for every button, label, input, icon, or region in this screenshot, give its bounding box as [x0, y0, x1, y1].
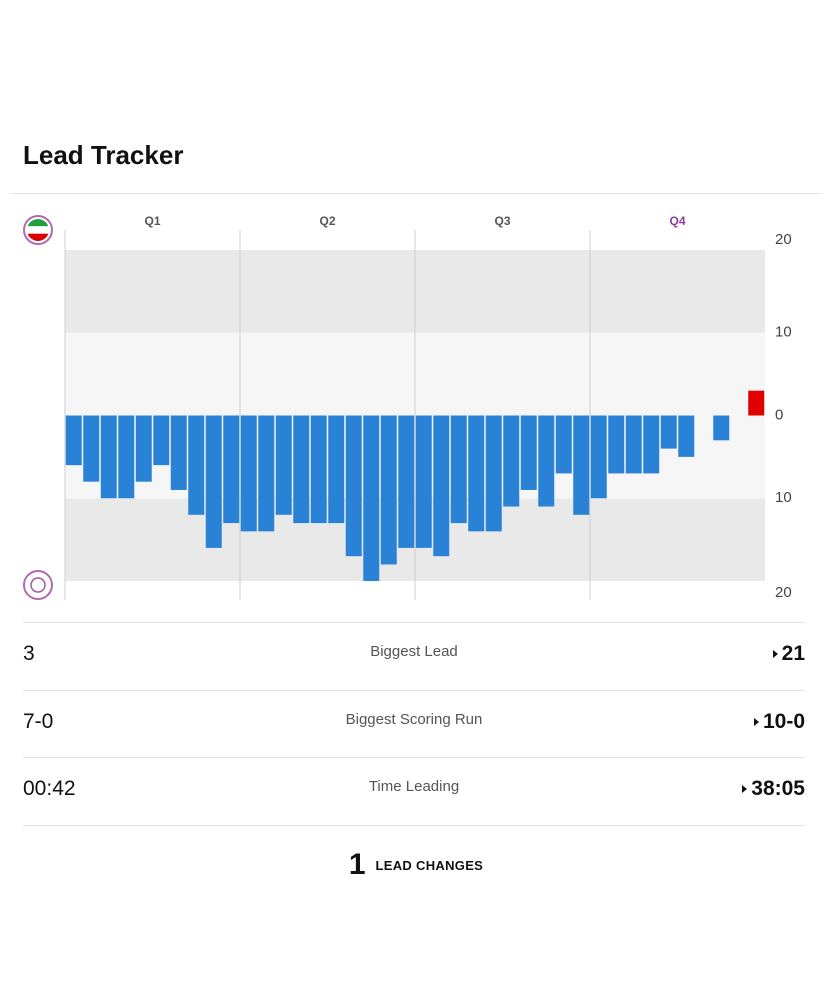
- bar: [188, 415, 205, 515]
- bar: [310, 415, 327, 524]
- bar: [223, 415, 240, 524]
- bar: [520, 415, 537, 490]
- section-title: Lead Tracker: [23, 140, 184, 170]
- team-logo-bottom: [23, 570, 53, 600]
- bar: [555, 415, 572, 474]
- y-tick-label: 20: [775, 231, 792, 248]
- bar: [678, 415, 695, 457]
- y-tick-label: 10: [775, 489, 792, 506]
- y-tick-label: 0: [775, 406, 783, 423]
- bar: [293, 415, 310, 524]
- divider: [23, 757, 805, 758]
- bar: [433, 415, 450, 557]
- stat-right-value: 21: [781, 642, 805, 665]
- stat-label: Time Leading: [368, 778, 460, 795]
- bar: [135, 415, 152, 482]
- bar: [503, 415, 520, 507]
- bar: [258, 415, 275, 532]
- bar: [415, 415, 432, 548]
- divider: [10, 193, 822, 194]
- stat-right: 38:05: [742, 777, 805, 801]
- stat-left: 3: [23, 642, 35, 665]
- bar: [468, 415, 485, 532]
- bar: [240, 415, 257, 532]
- bar: [170, 415, 187, 490]
- divider: [23, 825, 805, 826]
- bar: [275, 415, 292, 515]
- y-tick-label: 10: [775, 324, 792, 341]
- bar: [643, 415, 660, 474]
- quarter-label: Q1: [144, 214, 160, 228]
- bar: [65, 415, 82, 466]
- bar: [205, 415, 222, 548]
- stat-label: Biggest Scoring Run: [345, 710, 483, 728]
- lead-changes: 1 LEAD CHANGES: [0, 848, 832, 882]
- bar: [328, 415, 345, 524]
- team-logo-top: [23, 215, 53, 245]
- bar: [118, 415, 135, 499]
- bar: [748, 390, 765, 416]
- divider: [23, 689, 805, 691]
- quarter-label: Q3: [494, 214, 510, 228]
- bar: [485, 415, 502, 532]
- stat-right-value: 10-0: [762, 709, 805, 733]
- quarter-label: Q2: [319, 214, 335, 228]
- stat-left: 7-0: [23, 709, 54, 733]
- bar: [538, 415, 555, 507]
- bar: [363, 415, 380, 581]
- bar: [625, 415, 642, 474]
- stat-left: 00:42: [23, 777, 76, 800]
- lead-chart: 20 10 0 10 20 Q1 Q2 Q3 Q4: [23, 214, 792, 601]
- bar: [153, 415, 170, 466]
- bar: [713, 415, 730, 441]
- stat-label: Biggest Lead: [370, 643, 458, 660]
- leader-arrow: [753, 717, 759, 726]
- leader-arrow: [742, 785, 748, 793]
- bar: [83, 415, 100, 482]
- bar: [398, 415, 415, 548]
- stat-right: 21: [772, 642, 805, 666]
- bar: [608, 415, 625, 474]
- divider: [23, 622, 805, 623]
- bar: [450, 415, 467, 524]
- bar: [660, 415, 677, 449]
- stat-right: 10-0: [753, 709, 805, 734]
- lead-changes-count: 1: [348, 848, 366, 881]
- bar: [100, 415, 117, 499]
- bar: [345, 415, 362, 557]
- bar: [380, 415, 397, 565]
- leader-arrow: [772, 650, 778, 658]
- stat-right-value: 38:05: [751, 777, 805, 800]
- bar: [573, 415, 590, 515]
- quarter-label: Q4: [669, 214, 685, 228]
- y-tick-label: 20: [775, 584, 792, 601]
- bar: [590, 415, 607, 499]
- lead-changes-label: LEAD CHANGES: [375, 857, 484, 873]
